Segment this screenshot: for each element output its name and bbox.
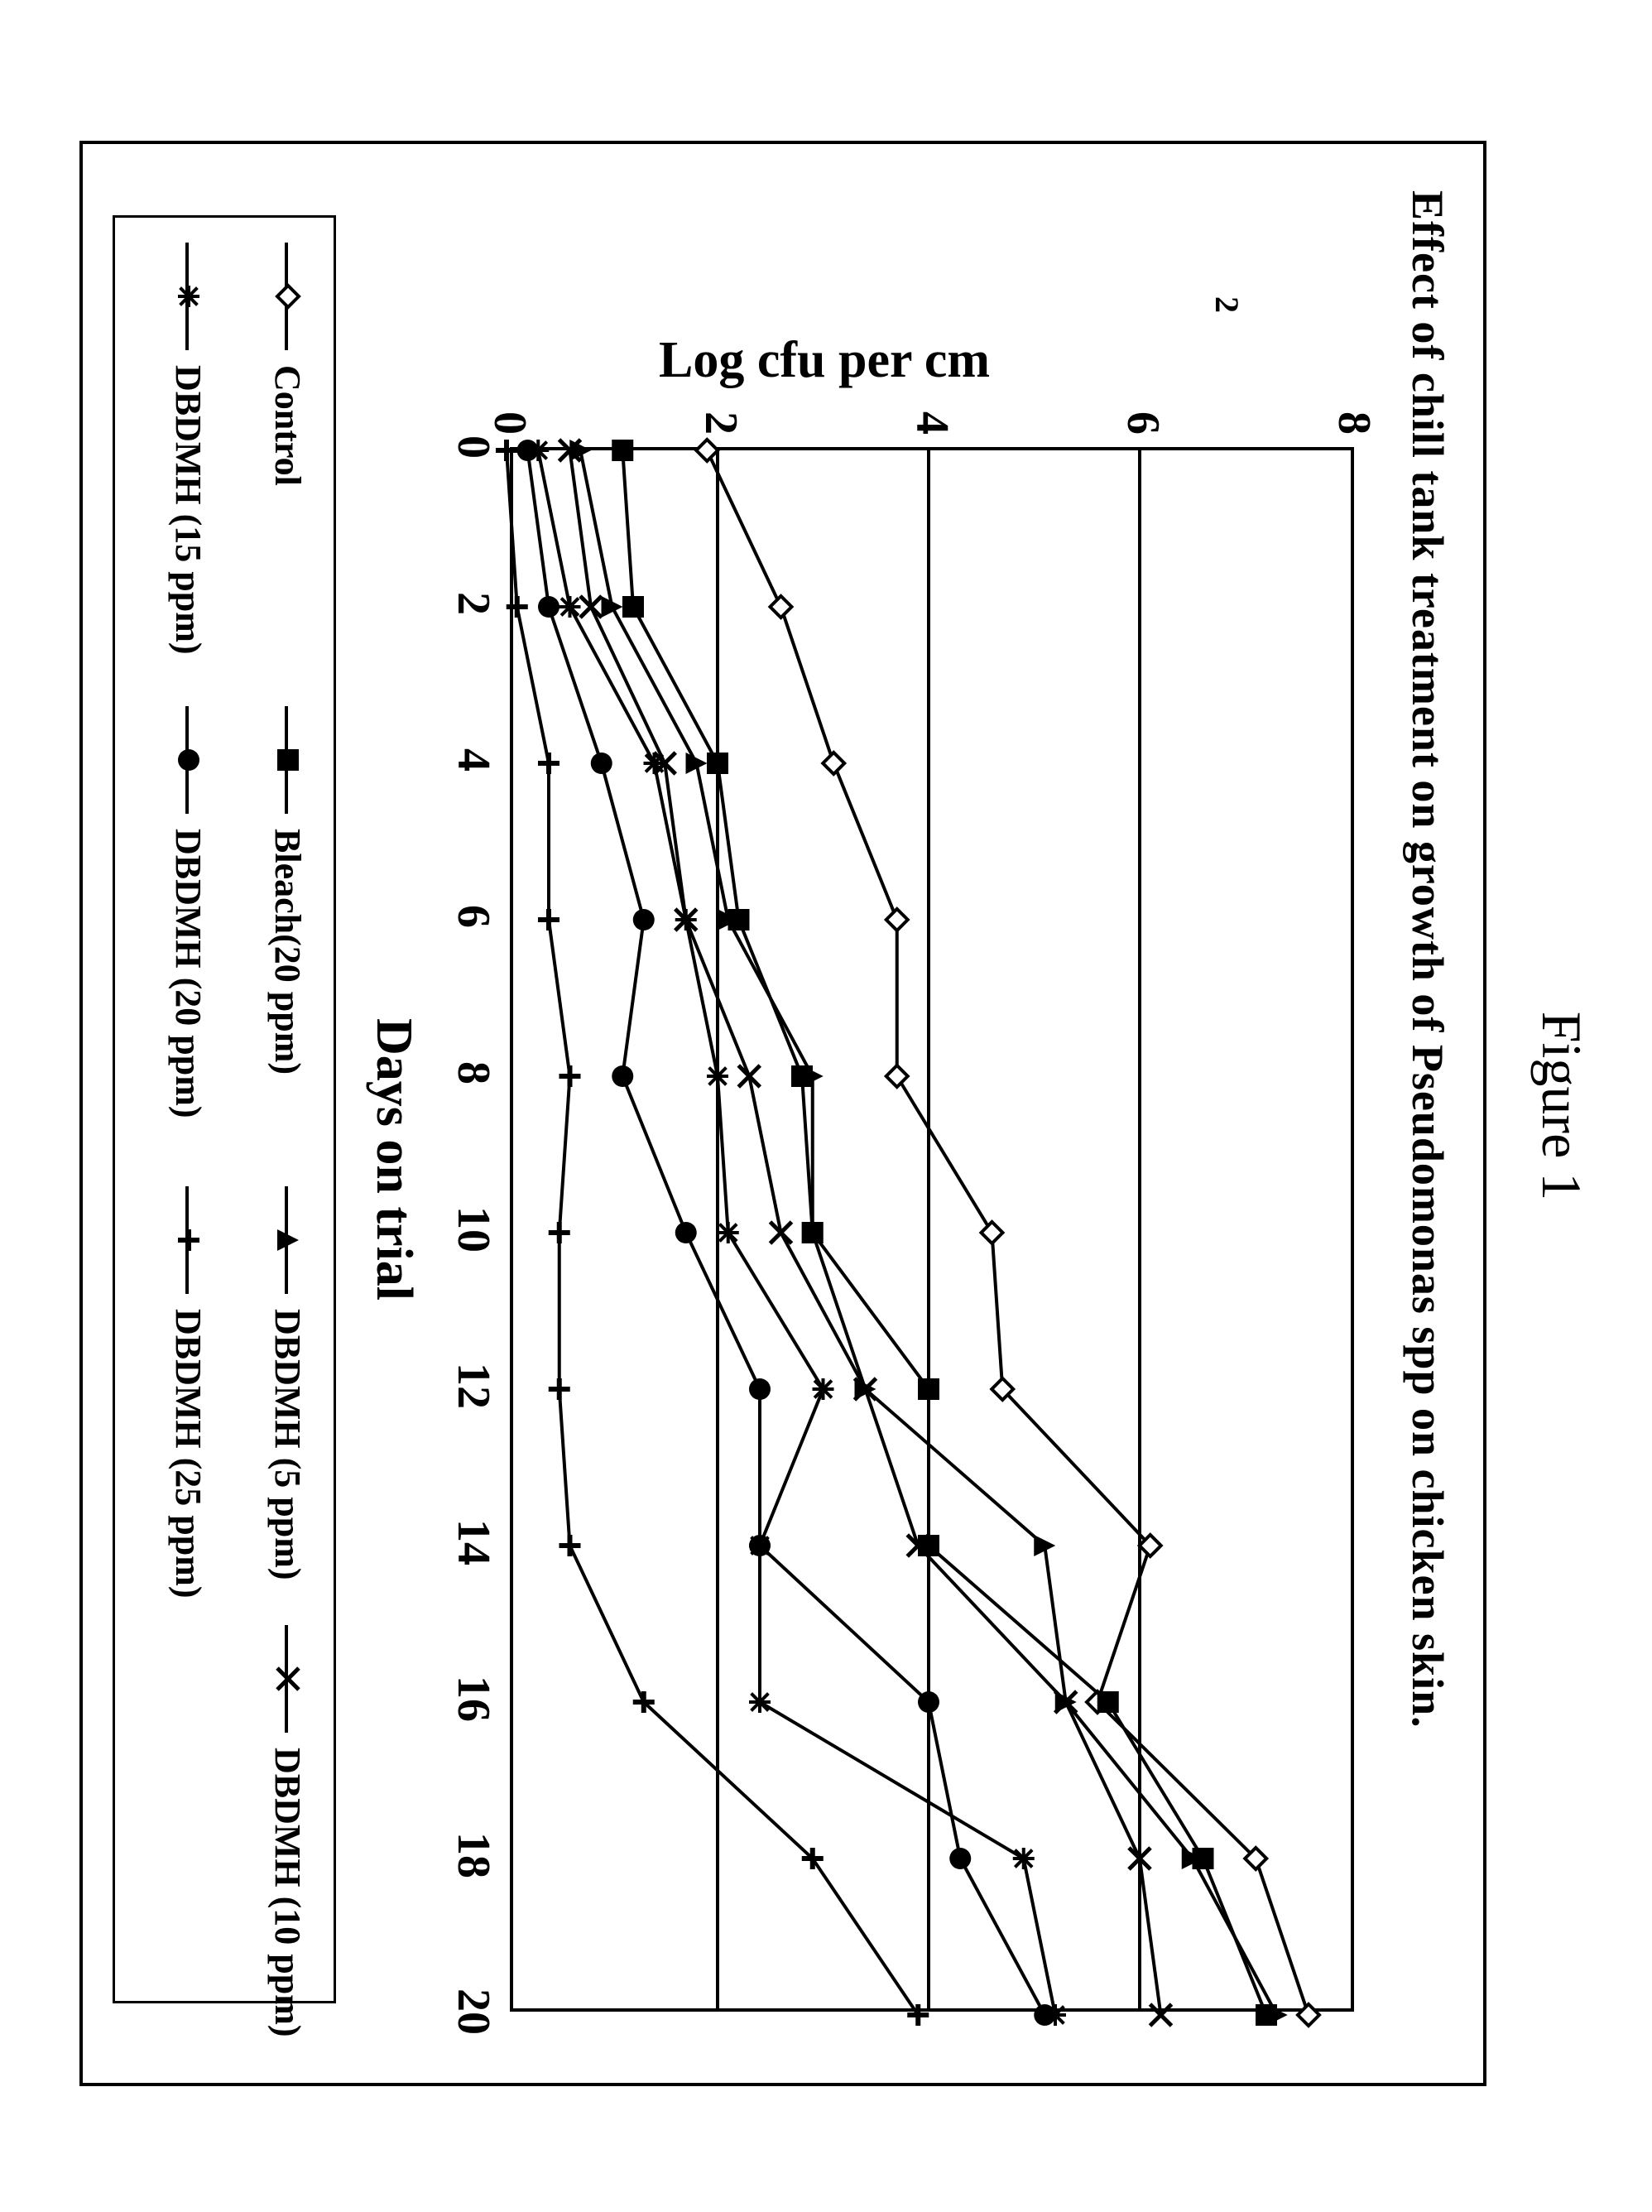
gridline [1138,450,1141,2008]
y-tick-label: 8 [1328,368,1381,435]
x-tick-label: 0 [447,406,500,488]
plot-area [510,447,1354,2012]
rotated-canvas: Figure 1 Effect of chill tank treatment … [0,0,1652,2212]
x-tick-label: 4 [447,719,500,801]
y-tick-label: 6 [1117,368,1169,435]
legend-label: DBDMH (25 ppm) [168,1309,210,1599]
x-tick-label: 10 [447,1188,500,1271]
marker-asterisk [644,753,665,774]
marker-circle [612,1065,633,1087]
marker-diamond-open [886,1065,908,1087]
marker-plus [178,1229,199,1251]
marker-circle [675,1222,697,1243]
marker-diamond-open [886,909,908,930]
marker-circle [749,1535,771,1556]
legend-swatch [174,706,204,814]
legend-item: DBDMH (15 ppm) [160,243,218,655]
legend-label: DBDMH (20 ppm) [168,829,210,1118]
page: Figure 1 Effect of chill tank treatment … [0,0,1652,1652]
y-axis-title-sup: 2 [1208,296,1246,313]
legend-swatch [174,243,204,350]
legend-swatch [273,243,303,350]
x-axis-title: Days on trial [364,1018,423,1301]
x-tick-label: 6 [447,875,500,958]
series-line-Control [707,450,1309,2015]
marker-asterisk [749,1691,771,1713]
marker-circle [178,749,199,771]
legend-swatch [273,1186,303,1294]
legend-item: DBDMH (20 ppm) [160,706,218,1118]
marker-x [277,1668,299,1690]
legend-item: DBDMH (25 ppm) [160,1186,218,1599]
marker-diamond-open [823,753,844,774]
gridline [927,450,930,2008]
marker-asterisk [178,286,199,307]
legend-item: DBDMH (5 ppm) [259,1186,317,1580]
series-line-DBDMH (15 ppm) [538,450,1055,2015]
marker-square [1097,1691,1119,1713]
marker-circle [949,1848,971,1869]
legend-swatch [273,1625,303,1733]
marker-asterisk [813,1378,834,1400]
marker-plus [549,1378,570,1400]
marker-plus [549,1222,570,1243]
x-tick-label: 12 [447,1344,500,1427]
marker-asterisk [1013,1848,1035,1869]
marker-plus [559,1535,581,1556]
marker-square [612,440,633,461]
marker-square [622,596,644,618]
legend-label: DBDMH (10 ppm) [267,1748,310,2037]
marker-plus [538,753,559,774]
series-line-DBDMH (10 ppm) [570,450,1161,2015]
marker-plus [507,596,528,618]
legend-label: DBDMH (15 ppm) [168,365,210,655]
legend-label: DBDMH (5 ppm) [267,1309,310,1580]
legend-swatch [273,706,303,814]
x-tick-label: 16 [447,1657,500,1740]
x-tick-label: 18 [447,1814,500,1897]
chart-title: Effect of chill tank treatment on growth… [1402,190,1453,1729]
marker-asterisk [559,596,581,618]
x-tick-label: 2 [447,562,500,645]
gridline [716,450,719,2008]
legend-item: Control [259,243,317,486]
marker-diamond-open [771,596,792,618]
y-tick-label: 2 [694,368,747,435]
marker-circle [591,753,612,774]
legend-label: Bleach(20 ppm) [267,829,310,1075]
legend-label: Control [267,365,310,486]
marker-square [277,749,299,771]
figure-caption: Figure 1 [1529,0,1594,2212]
marker-diamond-open [277,286,299,307]
marker-circle [517,440,539,461]
legend-item: DBDMH (10 ppm) [259,1625,317,2037]
marker-plus [538,909,559,930]
x-tick-label: 14 [447,1501,500,1584]
series-line-DBDMH (20 ppm) [528,450,1045,2015]
marker-asterisk [675,909,697,930]
x-tick-label: 20 [447,1970,500,2053]
marker-circle [633,909,655,930]
marker-circle [749,1378,771,1400]
legend-swatch [174,1186,204,1294]
x-tick-label: 8 [447,1031,500,1114]
marker-triangle [277,1229,299,1251]
marker-plus [559,1065,581,1087]
y-tick-label: 4 [905,368,958,435]
legend-box: Control Bleach(20 ppm) DBDMH (5 ppm) DBDMH … [113,215,336,2003]
marker-diamond-open [982,1222,1003,1243]
marker-circle [538,596,559,618]
legend-item: Bleach(20 ppm) [259,706,317,1075]
marker-asterisk [718,1222,739,1243]
marker-circle [1034,2004,1055,2026]
